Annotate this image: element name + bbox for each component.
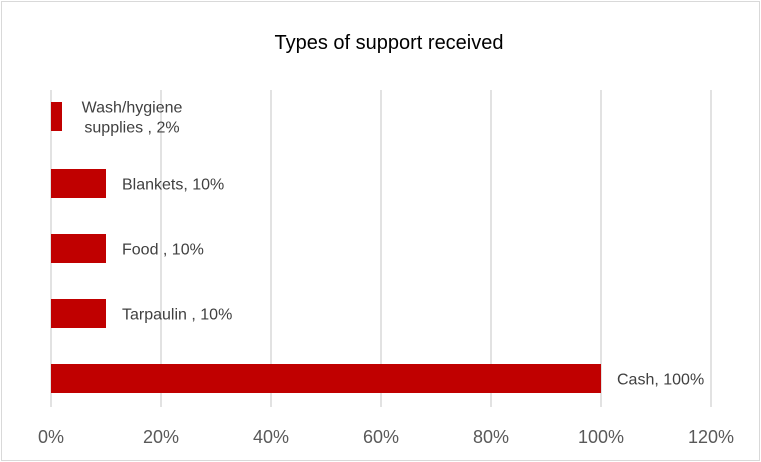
- x-tick-label: 80%: [473, 427, 509, 447]
- data-label: Food , 10%: [122, 242, 204, 259]
- x-tick-label: 60%: [363, 427, 399, 447]
- x-tick-label: 40%: [253, 427, 289, 447]
- bar: [51, 299, 106, 328]
- data-label: Tarpaulin , 10%: [122, 307, 232, 324]
- x-tick-label: 100%: [578, 427, 624, 447]
- data-label: Cash, 100%: [617, 372, 704, 389]
- bar: [51, 234, 106, 263]
- gridlines: [50, 90, 712, 407]
- x-tick-label: 120%: [688, 427, 734, 447]
- bar: [51, 364, 601, 393]
- data-label: Wash/hygiene: [82, 100, 183, 117]
- x-axis-ticks: 0% 20% 40% 60% 80% 100% 120%: [38, 427, 734, 447]
- data-label: Blankets, 10%: [122, 177, 224, 194]
- bar: [51, 169, 106, 198]
- x-tick-label: 0%: [38, 427, 64, 447]
- chart-title: Types of support received: [274, 32, 503, 54]
- data-label: supplies , 2%: [84, 120, 179, 137]
- bar: [51, 102, 62, 131]
- bars: [51, 102, 601, 393]
- x-tick-label: 20%: [143, 427, 179, 447]
- data-labels: Wash/hygiene supplies , 2% Blankets, 10% Fo…: [82, 100, 705, 389]
